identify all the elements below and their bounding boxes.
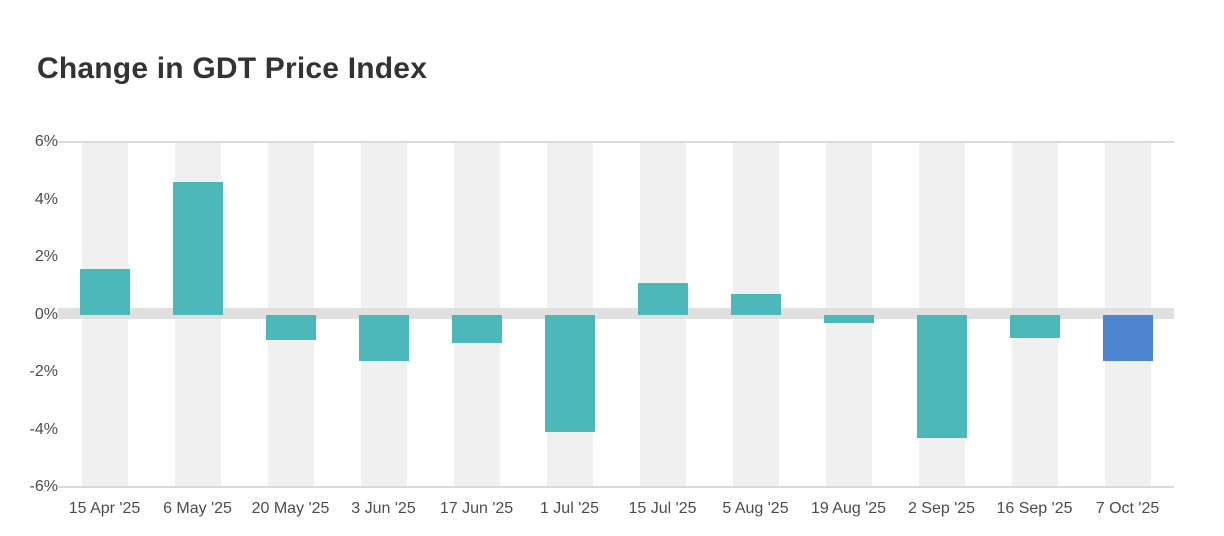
- bar-15-jul-25: [637, 282, 688, 315]
- zero-baseline-band: [58, 307, 1174, 319]
- bar-17-jun-25: [451, 314, 502, 344]
- x-axis-label: 17 Jun '25: [439, 500, 514, 517]
- y-tick-label: 4%: [34, 190, 58, 208]
- x-axis-label: 7 Oct '25: [1095, 500, 1160, 517]
- y-tick-label: 6%: [34, 133, 58, 150]
- bar-3-jun-25: [358, 314, 409, 361]
- bar-7-oct-25: [1102, 314, 1153, 361]
- x-axis-label: 5 Aug '25: [722, 500, 789, 517]
- x-axis-label: 15 Jul '25: [628, 500, 697, 517]
- bar-16-sep-25: [1009, 314, 1060, 338]
- bar-2-sep-25: [916, 314, 967, 439]
- x-axis-label: 6 May '25: [163, 500, 232, 517]
- y-tick-label: -4%: [29, 420, 58, 438]
- bar-5-aug-25: [730, 294, 781, 315]
- y-tick-label: 2%: [34, 248, 58, 265]
- plot-bottom-border: [58, 486, 1174, 488]
- x-axis-label: 15 Apr '25: [68, 500, 141, 517]
- bar-19-aug-25: [823, 314, 874, 324]
- bar-1-jul-25: [544, 314, 595, 433]
- plot-top-border: [58, 141, 1174, 143]
- y-tick-label: -6%: [29, 478, 58, 495]
- x-axis-label: 2 Sep '25: [907, 500, 976, 517]
- y-tick-label: 0%: [34, 305, 58, 323]
- chart-title: Change in GDT Price Index: [37, 52, 428, 85]
- x-axis-label: 16 Sep '25: [996, 500, 1073, 517]
- x-axis-label: 1 Jul '25: [539, 500, 600, 517]
- x-axis-label: 3 Jun '25: [351, 500, 416, 517]
- x-axis-label: 19 Aug '25: [810, 500, 887, 517]
- bar-20-may-25: [265, 314, 316, 341]
- bar-6-may-25: [172, 182, 223, 315]
- y-tick-label: -2%: [29, 363, 58, 380]
- bar-15-apr-25: [79, 268, 130, 315]
- x-axis-label: 20 May '25: [251, 500, 330, 517]
